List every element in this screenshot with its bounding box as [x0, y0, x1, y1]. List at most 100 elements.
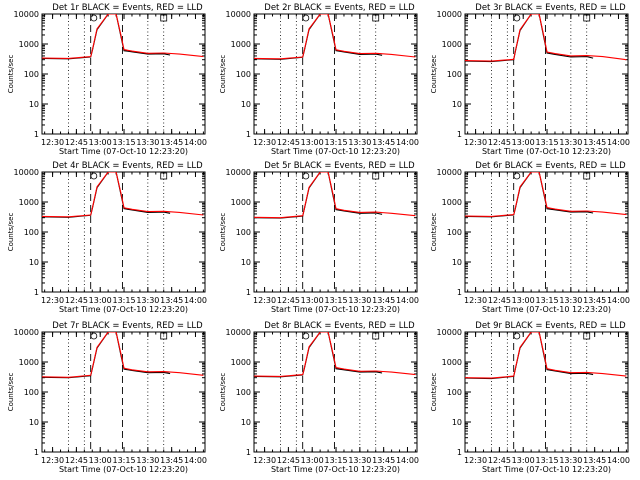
- x-tick-label: 13:45: [160, 138, 183, 147]
- x-tick-label: 13:30: [136, 138, 159, 147]
- y-tick-label: 100: [447, 388, 462, 397]
- y-tick-label: 1: [457, 130, 462, 139]
- x-tick-label: 12:30: [464, 456, 487, 465]
- x-axis-label: Start Time (07-Oct-10 12:23:20): [271, 147, 400, 156]
- y-tick-label: 1000: [19, 198, 39, 207]
- y-tick-label: 10: [29, 418, 39, 427]
- x-tick-label: 13:00: [301, 456, 324, 465]
- x-tick-label: 12:30: [41, 296, 64, 305]
- x-tick-label: 12:30: [253, 456, 276, 465]
- y-tick-label: 1: [34, 130, 39, 139]
- y-tick-label: 10000: [14, 328, 39, 337]
- x-tick-label: 13:45: [160, 456, 183, 465]
- y-tick-label: 1: [246, 448, 251, 457]
- square-marker: [372, 332, 380, 340]
- lld-series-line: [254, 14, 416, 60]
- x-tick-label: 13:45: [372, 138, 395, 147]
- y-tick-label: 10000: [14, 168, 39, 177]
- square-marker: [583, 332, 591, 340]
- x-tick-label: 13:30: [559, 456, 582, 465]
- y-tick-label: 1000: [19, 358, 39, 367]
- x-tick-label: 14:00: [184, 296, 207, 305]
- x-tick-label: 13:15: [324, 456, 347, 465]
- x-tick-label: 14:00: [607, 138, 630, 147]
- y-axis-label: Counts/sec: [219, 213, 227, 252]
- x-tick-label: 12:30: [253, 296, 276, 305]
- y-axis-label: Counts/sec: [430, 373, 438, 412]
- plot-frame: [253, 13, 418, 135]
- y-tick-label: 1000: [19, 40, 39, 49]
- x-axis-label: Start Time (07-Oct-10 12:23:20): [59, 147, 188, 156]
- x-tick-label: 13:00: [301, 138, 324, 147]
- x-tick-label: 12:45: [488, 456, 511, 465]
- events-series-line: [254, 14, 383, 60]
- lld-series-line: [465, 172, 627, 217]
- events-series-line: [465, 332, 594, 380]
- y-axis-label: Counts/sec: [7, 213, 15, 252]
- x-tick-label: 13:15: [112, 456, 135, 465]
- plot-frame: [41, 13, 206, 135]
- x-tick-label: 13:00: [512, 296, 535, 305]
- x-tick-label: 13:00: [512, 138, 535, 147]
- events-series-line: [254, 172, 383, 219]
- events-series-line: [42, 172, 171, 218]
- square-marker: [372, 172, 380, 180]
- lld-series-line: [254, 172, 416, 219]
- y-axis-label: Counts/sec: [7, 55, 15, 94]
- plot-frame: [464, 331, 629, 453]
- x-axis-label: Start Time (07-Oct-10 12:23:20): [482, 147, 611, 156]
- x-tick-label: 14:00: [396, 456, 419, 465]
- panel-title: Det 3r BLACK = Events, RED = LLD: [475, 3, 626, 13]
- events-series-line: [254, 332, 383, 378]
- square-marker: [160, 14, 168, 22]
- x-tick-label: 13:30: [348, 138, 371, 147]
- x-tick-label: 14:00: [396, 296, 419, 305]
- y-axis-label: Counts/sec: [7, 373, 15, 412]
- x-tick-label: 13:15: [324, 138, 347, 147]
- panel-title: Det 9r BLACK = Events, RED = LLD: [475, 321, 626, 331]
- y-axis-label: Counts/sec: [430, 55, 438, 94]
- y-tick-label: 10000: [437, 168, 462, 177]
- y-tick-label: 1000: [231, 358, 251, 367]
- lld-series-line: [254, 332, 416, 377]
- y-tick-label: 10: [241, 258, 251, 267]
- x-tick-label: 12:45: [277, 296, 300, 305]
- panel-title: Det 4r BLACK = Events, RED = LLD: [52, 161, 203, 171]
- y-tick-label: 1000: [231, 198, 251, 207]
- lld-series-line: [465, 332, 627, 379]
- circle-marker: [513, 172, 521, 180]
- square-marker: [583, 14, 591, 22]
- y-tick-label: 100: [447, 70, 462, 79]
- y-tick-label: 100: [24, 228, 39, 237]
- x-tick-label: 13:00: [89, 138, 112, 147]
- x-tick-label: 13:30: [348, 456, 371, 465]
- panel-title: Det 8r BLACK = Events, RED = LLD: [264, 321, 415, 331]
- events-series-line: [42, 332, 171, 379]
- y-tick-label: 100: [24, 388, 39, 397]
- x-tick-label: 13:45: [372, 296, 395, 305]
- y-tick-label: 10: [452, 100, 462, 109]
- x-tick-label: 13:45: [160, 296, 183, 305]
- x-tick-label: 13:00: [512, 456, 535, 465]
- x-tick-label: 13:15: [324, 296, 347, 305]
- circle-marker: [302, 332, 310, 340]
- y-tick-label: 10000: [14, 10, 39, 19]
- y-tick-label: 10000: [437, 10, 462, 19]
- panel-det-8: Det 8r BLACK = Events, RED = LLD 12:30 12:…: [219, 321, 419, 474]
- x-tick-label: 13:30: [559, 138, 582, 147]
- y-tick-label: 1000: [231, 40, 251, 49]
- x-tick-label: 12:45: [65, 138, 88, 147]
- x-tick-label: 12:30: [41, 138, 64, 147]
- y-tick-label: 100: [24, 70, 39, 79]
- panel-title: Det 1r BLACK = Events, RED = LLD: [52, 3, 203, 13]
- panel-det-9: Det 9r BLACK = Events, RED = LLD 12:30 12:…: [430, 321, 630, 474]
- x-axis-label: Start Time (07-Oct-10 12:23:20): [271, 305, 400, 314]
- plot-frame: [464, 171, 629, 293]
- x-tick-label: 13:30: [136, 456, 159, 465]
- panel-det-4: Det 4r BLACK = Events, RED = LLD 12:30 12:…: [7, 161, 207, 314]
- x-tick-label: 13:00: [301, 296, 324, 305]
- x-tick-label: 12:45: [488, 138, 511, 147]
- plot-frame: [253, 171, 418, 293]
- x-tick-label: 13:45: [583, 456, 606, 465]
